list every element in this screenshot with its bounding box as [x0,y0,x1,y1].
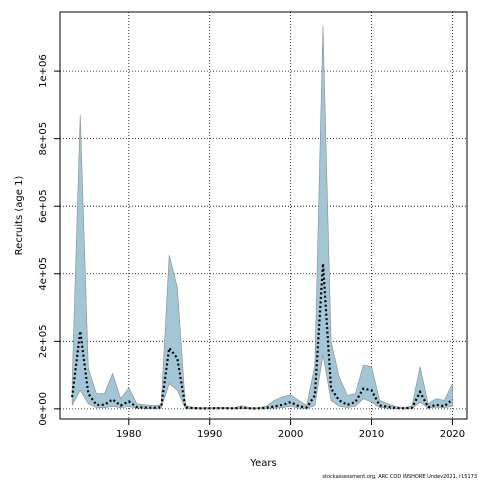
x-tick-label-4: 2020 [440,429,465,440]
estimate-line [71,263,454,410]
grid-lines [60,12,467,419]
y-tick-label-0: 0e+00 [38,392,49,426]
y-axis: 0e+00 2e+05 4e+05 6e+05 8e+05 1e+06 [38,54,60,426]
confidence-band [71,25,453,410]
x-tick-label-3: 2010 [359,429,384,440]
y-tick-label-1: 2e+05 [38,325,49,359]
x-tick-label-2: 2000 [278,429,303,440]
x-tick-label-1: 1990 [197,429,222,440]
x-tick-label-0: 1980 [116,429,141,440]
y-tick-label-3: 6e+05 [38,189,49,223]
plot-frame [59,11,468,420]
x-axis-title: Years [249,458,276,469]
y-tick-label-2: 4e+05 [38,257,49,291]
y-tick-label-4: 8e+05 [38,122,49,156]
y-tick-label-5: 1e+06 [38,54,49,88]
credit-text: stockassessment.org, ARC COD INSHORE Und… [322,474,477,480]
y-axis-title: Recruits (age 1) [14,176,25,256]
x-axis: 1980 1990 2000 2010 2020 [116,419,465,440]
